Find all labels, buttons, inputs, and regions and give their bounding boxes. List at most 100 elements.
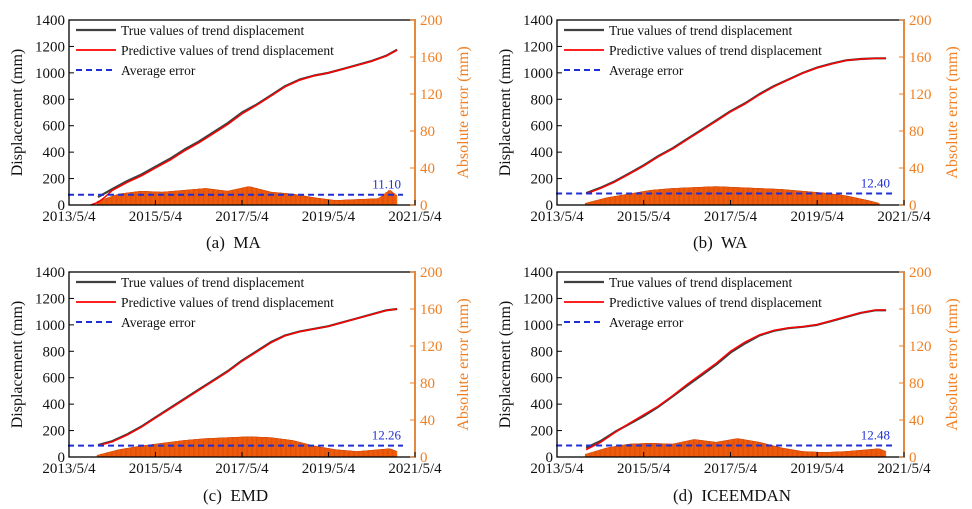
- y2-tick-label: 80: [909, 124, 924, 140]
- y-tick-label: 1000: [35, 318, 65, 334]
- y-tick-label: 1400: [35, 265, 65, 281]
- y-tick-label: 800: [531, 92, 554, 108]
- legend-label: Average error: [609, 63, 684, 78]
- y-tick-label: 1400: [523, 13, 553, 29]
- x-tick-label: 2019/5/4: [302, 461, 356, 477]
- x-tick-label: 2019/5/4: [791, 461, 845, 477]
- y-tick-label: 1200: [523, 291, 553, 307]
- chart-panel-b: 12.40 0 200 400 600 800 1000 1200 1400 0 40 80 120 16…: [497, 13, 961, 225]
- legend-label: Average error: [609, 315, 684, 330]
- legend-label: True values of trend displacement: [121, 275, 304, 290]
- legend-label: True values of trend displacement: [121, 23, 304, 38]
- y2-tick-label: 0: [909, 198, 917, 214]
- average-error-label: 12.48: [861, 427, 890, 442]
- y-axis-title: Displacement (mm): [497, 49, 514, 177]
- y2-tick-label: 40: [909, 161, 924, 177]
- y-tick-label: 200: [43, 424, 66, 440]
- x-tick-label: 2015/5/4: [617, 209, 671, 225]
- chart-panel-d: 12.48 0 200 400 600 800 1000 1200 1400 0 40 80 120 16…: [497, 265, 961, 477]
- y2-tick-label: 0: [420, 450, 428, 466]
- y2-tick-label: 120: [909, 87, 932, 103]
- y-tick-label: 0: [546, 198, 554, 214]
- y-tick-label: 0: [58, 450, 66, 466]
- x-tick-label: 2013/5/4: [530, 209, 584, 225]
- y2-tick-label: 200: [909, 265, 932, 281]
- x-tick-label: 2015/5/4: [129, 461, 183, 477]
- y-tick-label: 200: [43, 172, 66, 188]
- y-tick-label: 0: [58, 198, 66, 214]
- caption-b: (b) WA: [693, 233, 748, 252]
- error-bar: [395, 451, 398, 458]
- legend-label: Predictive values of trend displacement: [121, 295, 334, 310]
- y-tick-label: 1400: [523, 265, 553, 281]
- y-tick-label: 600: [43, 119, 66, 135]
- y2-tick-label: 80: [420, 376, 435, 392]
- y-tick-label: 400: [531, 145, 554, 161]
- y2-tick-label: 120: [420, 339, 443, 355]
- predictive-values-line: [90, 49, 398, 206]
- x-tick-label: 2017/5/4: [215, 461, 269, 477]
- x-tick-label: 2015/5/4: [129, 209, 183, 225]
- y-tick-label: 200: [531, 172, 554, 188]
- y-tick-label: 1000: [523, 318, 553, 334]
- legend-label: True values of trend displacement: [609, 275, 792, 290]
- y-axis-title: Displacement (mm): [9, 301, 26, 429]
- true-values-line: [585, 309, 887, 449]
- y2-tick-label: 80: [909, 376, 924, 392]
- y2-tick-label: 200: [420, 265, 443, 281]
- y-tick-label: 800: [43, 344, 66, 360]
- predictive-values-line: [585, 309, 887, 451]
- x-tick-label: 2021/5/4: [877, 461, 931, 477]
- x-tick-label: 2021/5/4: [388, 461, 442, 477]
- average-error-label: 12.26: [372, 428, 402, 443]
- y-tick-label: 400: [43, 397, 66, 413]
- y2-tick-label: 120: [420, 87, 443, 103]
- error-bar: [884, 451, 887, 458]
- y-tick-label: 1200: [35, 39, 65, 55]
- y-tick-label: 800: [531, 344, 554, 360]
- y2-axis-title: Absolute error (mm): [455, 46, 472, 178]
- y2-axis-title: Absolute error (mm): [455, 298, 472, 430]
- y2-tick-label: 160: [909, 302, 932, 318]
- y-tick-label: 1000: [35, 66, 65, 82]
- y2-tick-label: 160: [420, 302, 443, 318]
- y-tick-label: 1400: [35, 13, 65, 29]
- y-tick-label: 800: [43, 92, 66, 108]
- y-tick-label: 0: [546, 450, 554, 466]
- y2-tick-label: 80: [420, 124, 435, 140]
- y2-tick-label: 0: [909, 450, 917, 466]
- legend-label: Average error: [121, 63, 196, 78]
- x-tick-label: 2013/5/4: [42, 461, 96, 477]
- y2-axis-title: Absolute error (mm): [944, 46, 961, 178]
- x-tick-label: 2013/5/4: [42, 209, 96, 225]
- y2-tick-label: 200: [909, 13, 932, 29]
- x-tick-label: 2017/5/4: [215, 209, 269, 225]
- x-tick-label: 2021/5/4: [388, 209, 442, 225]
- y2-tick-label: 120: [909, 339, 932, 355]
- y-tick-label: 400: [531, 397, 554, 413]
- x-tick-label: 2013/5/4: [530, 461, 584, 477]
- y-tick-label: 600: [43, 371, 66, 387]
- y-tick-label: 600: [531, 119, 554, 135]
- legend-label: Predictive values of trend displacement: [121, 43, 334, 58]
- y2-axis-title: Absolute error (mm): [944, 298, 961, 430]
- y2-tick-label: 40: [909, 413, 924, 429]
- legend-label: True values of trend displacement: [609, 23, 792, 38]
- y2-tick-label: 40: [420, 413, 435, 429]
- x-tick-label: 2015/5/4: [617, 461, 671, 477]
- legend-label: Predictive values of trend displacement: [609, 295, 822, 310]
- caption-d: (d) ICEEMDAN: [673, 486, 792, 505]
- average-error-label: 12.40: [861, 176, 890, 191]
- y-tick-label: 200: [531, 424, 554, 440]
- error-bar: [395, 195, 398, 206]
- x-tick-label: 2019/5/4: [302, 209, 356, 225]
- x-tick-label: 2019/5/4: [791, 209, 845, 225]
- average-error-label: 11.10: [372, 177, 401, 192]
- y2-tick-label: 160: [420, 50, 443, 66]
- y2-tick-label: 200: [420, 13, 443, 29]
- legend-label: Average error: [121, 315, 196, 330]
- caption-a: (a) MA: [206, 233, 261, 252]
- y-tick-label: 400: [43, 145, 66, 161]
- x-tick-label: 2017/5/4: [704, 209, 758, 225]
